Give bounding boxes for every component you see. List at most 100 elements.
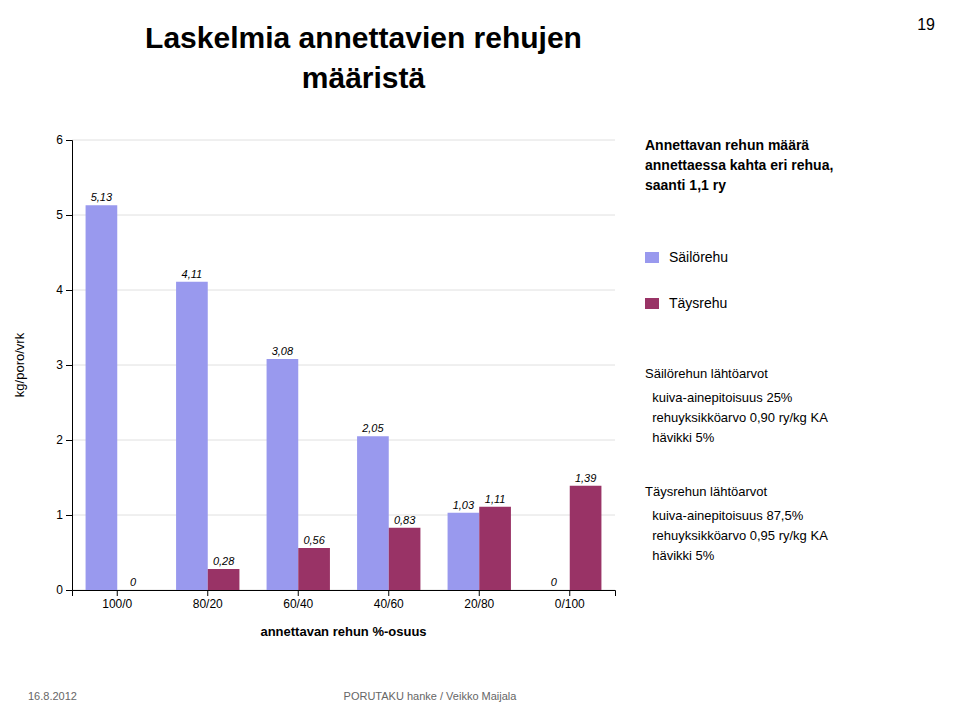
data-labels: 5,134,113,082,051,03000,280,560,831,111,… [91,191,597,588]
y-tick: 3 [56,358,72,372]
bar [298,548,330,590]
note-body-line: hävikki 5% [645,548,715,563]
y-tick: 1 [56,508,72,522]
x-tick-mark [479,590,480,596]
y-tick-mark [66,590,72,591]
annotation-title-line: saanti 1,1 ry [645,177,726,193]
data-label: 0 [130,576,137,588]
data-label: 2,05 [361,422,384,434]
x-axis-title: annettavan rehun %-osuus [260,624,426,639]
x-tick: 80/20 [193,590,223,611]
title-line: Laskelmia annettavien rehujen [145,21,582,54]
x-tick: 0/100 [555,590,585,611]
grid-line [72,215,615,216]
x-tick-label: 100/0 [102,597,132,611]
y-tick-mark [66,440,72,441]
grid-line [72,365,615,366]
x-tick-mark [207,590,208,596]
data-label: 1,11 [485,493,506,505]
grid-line [72,140,615,141]
y-tick-mark [66,140,72,141]
note-body-line: kuiva-ainepitoisuus 25% [645,390,793,405]
legend-label: Säilörehu [669,249,728,265]
note-title-line: Säilörehun lähtöarvot [645,366,768,381]
x-tick: 20/80 [464,590,494,611]
bar [479,507,511,590]
data-label: 5,13 [91,191,113,203]
footer-center: PORUTAKU hanke / Veikko Maijala [344,690,518,702]
annotation-title-line: Annettavan rehun määrä [645,137,809,153]
note-body: kuiva-ainepitoisuus 87,5% rehuyksikköarv… [645,508,828,563]
bar [570,486,602,590]
y-tick: 0 [56,583,72,597]
bar [267,359,299,590]
footer-center-line: PORUTAKU hanke / Veikko Maijala [344,690,518,702]
data-label: 0 [551,576,558,588]
y-tick: 2 [56,433,72,447]
y-tick-label: 5 [56,208,63,222]
data-label: 1,03 [453,499,475,511]
y-tick-mark [66,365,72,366]
note-body-line: rehuyksikköarvo 0,95 ry/kg KA [645,528,828,543]
bar-series [208,486,602,590]
legend-swatch [645,252,659,263]
x-tick-mark [117,590,118,596]
note-body-line: rehuyksikköarvo 0,90 ry/kg KA [645,410,828,425]
data-label: 4,11 [182,268,203,280]
bars [86,205,602,590]
note-title: Säilörehun lähtöarvot [645,366,768,381]
note-body-line: kuiva-ainepitoisuus 87,5% [645,508,804,523]
y-tick-label: 4 [56,283,63,297]
y-tick-label: 6 [56,133,63,147]
x-tick: 40/60 [374,590,404,611]
note-body: kuiva-ainepitoisuus 25% rehuyksikköarvo … [645,390,828,445]
x-tick-label: 80/20 [193,597,223,611]
title: Laskelmia annettavien rehujen määristä [145,21,582,94]
y-tick-mark [66,515,72,516]
title-line: määristä [302,61,426,94]
y-axis: 0 1 2 3 4 5 6 [56,133,72,597]
y-tick-label: 0 [56,583,63,597]
annotations: 19Annettavan rehun määräannettaessa kaht… [28,16,935,702]
y-tick: 5 [56,208,72,222]
x-axis-line [73,591,616,597]
y-tick: 4 [56,283,72,297]
bar [357,436,389,590]
annotation-title-line: annettaessa kahta eri rehua, [645,157,833,173]
x-tick-label: 0/100 [555,597,585,611]
annotation-title: Annettavan rehun määrä annettaessa kahta … [645,137,833,193]
legend-item: Säilörehu [645,249,728,265]
bar [448,513,480,590]
note-title-line: Täysrehun lähtöarvot [645,484,768,499]
y-tick-mark [66,290,72,291]
data-label: 3,08 [272,345,294,357]
bar-series [86,205,480,590]
y-tick-label: 2 [56,433,63,447]
legend-swatch [645,298,659,309]
bar [538,590,570,591]
y-tick-mark [66,215,72,216]
bar [389,528,421,590]
data-label: 1,39 [575,472,596,484]
footer-left: 16.8.2012 [28,690,77,702]
bar [117,590,149,591]
x-tick-mark [388,590,389,596]
bar [86,205,118,590]
grid-line [72,290,615,291]
x-tick-mark [569,590,570,596]
x-tick-mark [298,590,299,596]
x-tick-label: 20/80 [464,597,494,611]
legend-label: Täysrehu [669,295,727,311]
x-tick-label: 60/40 [283,597,313,611]
legend: Säilörehu Täysrehu [645,249,728,311]
bar [208,569,240,590]
x-tick-label: 40/60 [374,597,404,611]
footer-left-line: 16.8.2012 [28,690,77,702]
y-axis-title: kg/poro/vrk [12,332,27,397]
y-tick-label: 3 [56,358,63,372]
bar [176,282,208,590]
grid-line [72,515,615,516]
data-label: 0,83 [394,514,416,526]
x-tick: 100/0 [102,590,132,611]
note-title: Täysrehun lähtöarvot [645,484,768,499]
